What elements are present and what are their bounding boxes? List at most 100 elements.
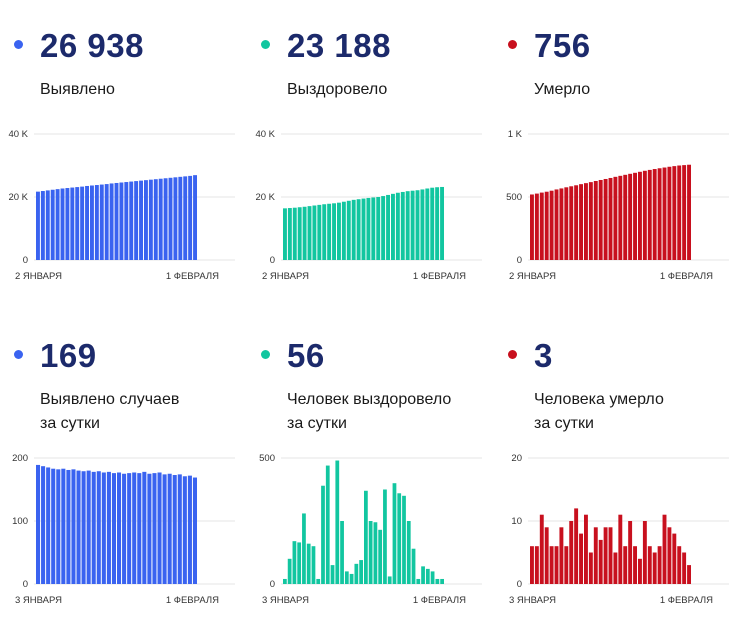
bar: [628, 173, 633, 260]
bar: [657, 546, 662, 584]
bar-chart: 1 K 500 0 2 ЯНВАРЯ 1 ФЕВРАЛЯ: [506, 129, 729, 282]
bar: [152, 473, 157, 584]
bar: [119, 182, 124, 260]
bar: [55, 189, 60, 261]
bar: [134, 181, 139, 260]
bar: [302, 206, 307, 260]
bar: [71, 469, 76, 584]
bar: [584, 183, 588, 260]
bar: [544, 527, 549, 584]
bar: [440, 578, 444, 584]
bar-chart: 200 100 0 3 ЯНВАРЯ 1 ФЕВРАЛЯ: [12, 453, 235, 606]
bar: [167, 473, 172, 584]
stat-value: 756: [534, 27, 591, 64]
bar: [80, 186, 85, 260]
bar: [177, 474, 182, 584]
bar: [544, 191, 549, 260]
bar: [163, 178, 168, 260]
x-tick-label: 3 ЯНВАРЯ: [15, 595, 62, 606]
bar-chart: 20 10 0 3 ЯНВАРЯ 1 ФЕВРАЛЯ: [509, 453, 729, 606]
bar: [104, 184, 109, 260]
bar: [420, 189, 425, 260]
bar: [321, 485, 325, 584]
bar: [86, 470, 91, 584]
bar: [137, 473, 142, 584]
bar: [608, 177, 613, 260]
bar: [381, 196, 386, 260]
bar: [292, 541, 297, 584]
y-tick-label: 20 K: [8, 192, 28, 203]
bar: [435, 578, 440, 584]
bar: [662, 514, 667, 584]
bar: [45, 190, 50, 260]
bar: [91, 471, 96, 584]
bar: [430, 571, 435, 584]
bar: [687, 164, 691, 260]
y-tick-label: 500: [259, 453, 275, 464]
bar: [287, 558, 292, 584]
bar: [672, 166, 677, 260]
bar: [574, 185, 579, 260]
bar: [642, 170, 647, 260]
bar: [559, 188, 564, 260]
y-tick-label: 10: [511, 516, 522, 527]
bar: [307, 206, 312, 260]
bar: [588, 182, 593, 260]
bar: [76, 470, 81, 584]
bar: [613, 552, 618, 584]
stat-value: 26 938: [40, 27, 144, 64]
bar: [287, 208, 292, 260]
bar: [36, 464, 41, 584]
bar: [341, 201, 346, 260]
bar: [94, 185, 99, 260]
card-detected-total: 26 938 Выявлено 40 K 20 K 0 2 ЯНВАРЯ 1 ФЕВРАЛЯ: [0, 0, 240, 300]
bar: [114, 182, 119, 260]
stat-value: 169: [40, 337, 97, 374]
y-tick-label: 0: [517, 579, 522, 590]
legend-dot: [508, 40, 517, 49]
bar: [340, 521, 344, 584]
bar: [667, 166, 672, 260]
bar: [430, 187, 435, 260]
legend-dot: [261, 40, 270, 49]
bar: [330, 565, 335, 584]
bar: [361, 198, 366, 260]
x-tick-label: 3 ЯНВАРЯ: [509, 595, 556, 606]
bar: [61, 468, 66, 584]
y-tick-label: 1 K: [508, 129, 523, 140]
bar: [435, 187, 440, 260]
bar: [378, 529, 383, 584]
y-tick-label: 20: [511, 453, 522, 464]
bar: [325, 465, 330, 584]
bar: [530, 194, 534, 260]
bar: [416, 578, 421, 584]
bar: [65, 188, 70, 260]
bar: [677, 546, 682, 584]
bar: [588, 552, 593, 584]
bar: [623, 546, 628, 584]
bar: [579, 184, 583, 260]
bar: [364, 490, 368, 584]
y-tick-label: 40 K: [255, 129, 275, 140]
bar: [633, 546, 637, 584]
bar: [530, 546, 534, 584]
bar: [192, 477, 197, 584]
x-tick-label: 1 ФЕВРАЛЯ: [413, 271, 466, 282]
bar: [574, 508, 579, 584]
stat-label: Человека умерло за сутки: [534, 391, 664, 432]
x-tick-label: 3 ЯНВАРЯ: [262, 595, 309, 606]
stat-label: Человек выздоровело за сутки: [287, 391, 452, 432]
bar: [618, 175, 623, 260]
bar-chart: 40 K 20 K 0 2 ЯНВАРЯ 1 ФЕВРАЛЯ: [8, 129, 235, 282]
stat-label: Выявлено: [40, 81, 115, 98]
bar: [75, 187, 80, 260]
bar: [554, 189, 559, 260]
y-tick-label: 200: [12, 453, 28, 464]
bar: [677, 165, 682, 260]
bar: [395, 192, 400, 260]
y-tick-label: 40 K: [8, 129, 28, 140]
bar: [425, 568, 430, 584]
stat-label: Выздоровело: [287, 81, 388, 98]
bar: [173, 177, 178, 260]
bar: [306, 543, 311, 584]
